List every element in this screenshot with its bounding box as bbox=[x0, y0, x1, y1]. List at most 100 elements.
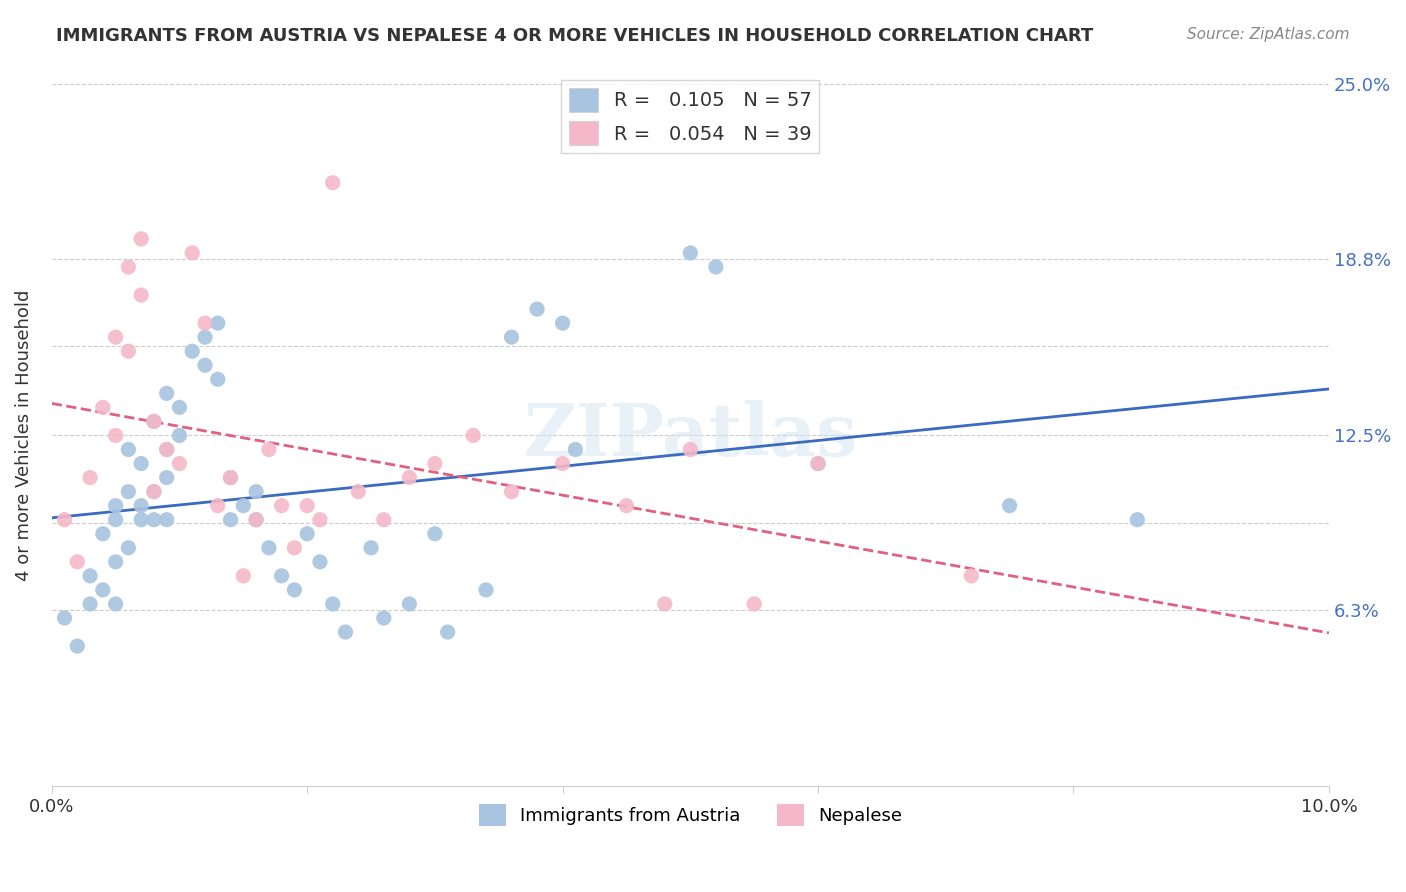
Point bbox=[156, 442, 179, 457]
Point bbox=[960, 569, 983, 583]
Point bbox=[156, 442, 179, 457]
Point bbox=[295, 526, 318, 541]
Point bbox=[66, 639, 89, 653]
Point bbox=[117, 344, 139, 359]
Point bbox=[79, 569, 101, 583]
Point bbox=[53, 611, 76, 625]
Point bbox=[551, 457, 574, 471]
Point bbox=[373, 611, 395, 625]
Y-axis label: 4 or more Vehicles in Household: 4 or more Vehicles in Household bbox=[15, 290, 32, 582]
Point bbox=[807, 457, 830, 471]
Point bbox=[475, 582, 498, 597]
Point bbox=[117, 260, 139, 274]
Point bbox=[91, 401, 114, 415]
Point bbox=[207, 372, 229, 386]
Point bbox=[347, 484, 370, 499]
Point bbox=[104, 597, 127, 611]
Point bbox=[79, 597, 101, 611]
Point bbox=[309, 513, 332, 527]
Point bbox=[194, 316, 217, 330]
Point bbox=[156, 470, 179, 484]
Point bbox=[551, 316, 574, 330]
Point bbox=[129, 513, 152, 527]
Point bbox=[423, 526, 446, 541]
Point bbox=[1126, 513, 1149, 527]
Point bbox=[232, 569, 254, 583]
Point bbox=[245, 484, 267, 499]
Point bbox=[219, 470, 242, 484]
Text: IMMIGRANTS FROM AUSTRIA VS NEPALESE 4 OR MORE VEHICLES IN HOUSEHOLD CORRELATION : IMMIGRANTS FROM AUSTRIA VS NEPALESE 4 OR… bbox=[56, 27, 1094, 45]
Point bbox=[129, 457, 152, 471]
Point bbox=[283, 582, 305, 597]
Point bbox=[679, 442, 702, 457]
Point bbox=[335, 625, 357, 640]
Point bbox=[295, 499, 318, 513]
Point bbox=[398, 470, 420, 484]
Point bbox=[53, 513, 76, 527]
Point bbox=[270, 569, 292, 583]
Point bbox=[104, 330, 127, 344]
Point bbox=[142, 414, 165, 428]
Legend: Immigrants from Austria, Nepalese: Immigrants from Austria, Nepalese bbox=[471, 797, 910, 834]
Point bbox=[117, 442, 139, 457]
Point bbox=[564, 442, 586, 457]
Point bbox=[501, 330, 523, 344]
Point bbox=[219, 513, 242, 527]
Point bbox=[398, 597, 420, 611]
Point bbox=[156, 386, 179, 401]
Text: ZIPatlas: ZIPatlas bbox=[523, 400, 858, 471]
Point bbox=[169, 457, 191, 471]
Point bbox=[129, 499, 152, 513]
Point bbox=[423, 457, 446, 471]
Point bbox=[283, 541, 305, 555]
Point bbox=[104, 428, 127, 442]
Point bbox=[360, 541, 382, 555]
Text: Source: ZipAtlas.com: Source: ZipAtlas.com bbox=[1187, 27, 1350, 42]
Point bbox=[181, 246, 204, 260]
Point bbox=[207, 316, 229, 330]
Point bbox=[463, 428, 485, 442]
Point bbox=[79, 470, 101, 484]
Point bbox=[232, 499, 254, 513]
Point bbox=[616, 499, 638, 513]
Point bbox=[117, 541, 139, 555]
Point bbox=[169, 401, 191, 415]
Point bbox=[142, 513, 165, 527]
Point bbox=[807, 457, 830, 471]
Point bbox=[169, 428, 191, 442]
Point bbox=[526, 302, 548, 317]
Point bbox=[104, 513, 127, 527]
Point bbox=[373, 513, 395, 527]
Point bbox=[679, 246, 702, 260]
Point bbox=[257, 541, 280, 555]
Point bbox=[66, 555, 89, 569]
Point bbox=[181, 344, 204, 359]
Point bbox=[156, 513, 179, 527]
Point bbox=[142, 414, 165, 428]
Point bbox=[704, 260, 727, 274]
Point bbox=[104, 499, 127, 513]
Point bbox=[245, 513, 267, 527]
Point bbox=[194, 330, 217, 344]
Point bbox=[322, 597, 344, 611]
Point bbox=[91, 582, 114, 597]
Point bbox=[998, 499, 1021, 513]
Point bbox=[219, 470, 242, 484]
Point bbox=[129, 232, 152, 246]
Point bbox=[245, 513, 267, 527]
Point bbox=[91, 526, 114, 541]
Point bbox=[436, 625, 458, 640]
Point bbox=[322, 176, 344, 190]
Point bbox=[142, 484, 165, 499]
Point bbox=[309, 555, 332, 569]
Point bbox=[129, 288, 152, 302]
Point bbox=[104, 555, 127, 569]
Point bbox=[501, 484, 523, 499]
Point bbox=[142, 484, 165, 499]
Point bbox=[194, 358, 217, 372]
Point bbox=[654, 597, 676, 611]
Point bbox=[257, 442, 280, 457]
Point bbox=[207, 499, 229, 513]
Point bbox=[270, 499, 292, 513]
Point bbox=[742, 597, 765, 611]
